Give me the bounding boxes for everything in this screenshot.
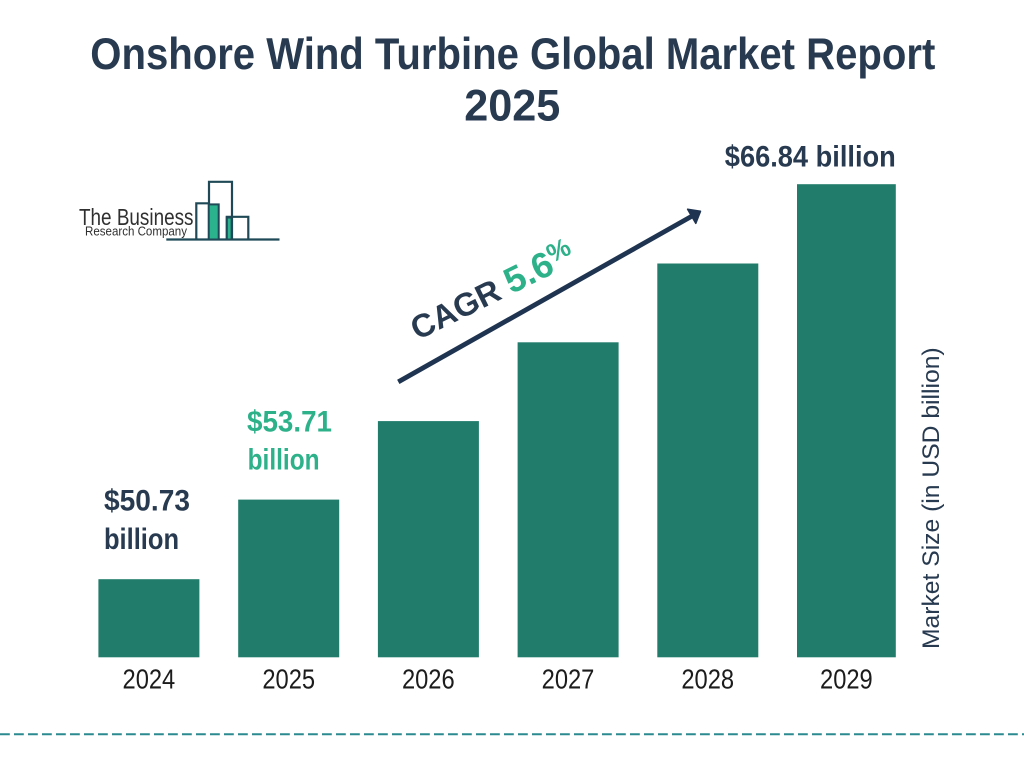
svg-text:2025: 2025 bbox=[262, 664, 315, 695]
svg-text:billion: billion bbox=[248, 444, 320, 477]
svg-text:2026: 2026 bbox=[402, 664, 455, 695]
svg-text:$53.71: $53.71 bbox=[247, 405, 332, 438]
svg-text:2028: 2028 bbox=[681, 664, 734, 695]
svg-text:Research Company: Research Company bbox=[85, 224, 187, 239]
svg-text:billion: billion bbox=[104, 523, 179, 556]
svg-text:2027: 2027 bbox=[542, 664, 595, 695]
svg-text:Onshore Wind Turbine Global Ma: Onshore Wind Turbine Global Market Repor… bbox=[90, 30, 935, 79]
svg-text:$50.73: $50.73 bbox=[104, 484, 190, 517]
svg-text:2025: 2025 bbox=[464, 81, 560, 130]
svg-text:2024: 2024 bbox=[123, 664, 176, 695]
svg-text:2029: 2029 bbox=[820, 664, 873, 695]
svg-text:The Business: The Business bbox=[79, 204, 194, 230]
svg-text:Market Size (in USD billion): Market Size (in USD billion) bbox=[918, 347, 945, 649]
svg-text:$66.84 billion: $66.84 billion bbox=[725, 140, 896, 173]
